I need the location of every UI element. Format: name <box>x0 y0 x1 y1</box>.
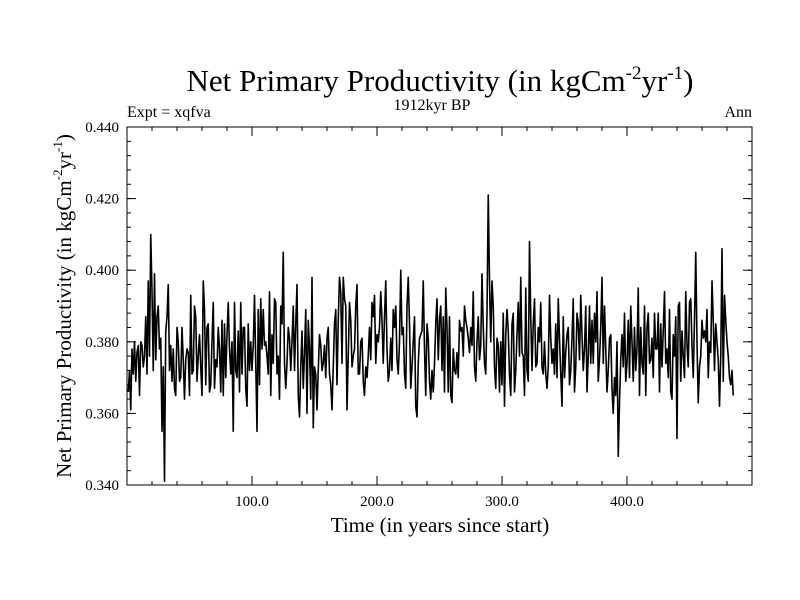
plot-frame <box>126 126 753 486</box>
experiment-label: Expt = xqfva <box>127 104 211 121</box>
y-tick-label: 0.420 <box>85 192 119 208</box>
title-end: ) <box>683 63 693 98</box>
chart-title: Net Primary Productivity (in kgCm-2yr-1) <box>187 63 694 98</box>
y-tick-label: 0.400 <box>85 263 119 279</box>
x-tick-label: 300.0 <box>485 494 519 510</box>
y-tick-label: 0.360 <box>85 406 119 422</box>
axis-ticks <box>127 126 752 486</box>
title-exp2: -1 <box>667 63 683 84</box>
y-axis-label: Net Primary Productivity (in kgCm-2yr-1) <box>50 134 76 478</box>
ylabel-end: ) <box>52 134 76 141</box>
x-axis-label: Time (in years since start) <box>331 513 550 537</box>
title-exp1: -2 <box>626 63 642 84</box>
ylabel-exp2: -1 <box>50 141 65 152</box>
ylabel-exp1: -2 <box>50 170 65 181</box>
y-tick-label: 0.380 <box>85 335 119 351</box>
ylabel-base: Net Primary Productivity (in kgCm <box>52 180 76 477</box>
x-tick-label: 100.0 <box>235 494 269 510</box>
title-mid: yr <box>641 63 668 98</box>
y-tick-label: 0.340 <box>85 478 119 494</box>
x-tick-labels: 100.0 200.0 300.0 400.0 <box>235 494 644 510</box>
x-tick-label: 400.0 <box>610 494 644 510</box>
x-tick-label: 200.0 <box>360 494 394 510</box>
ylabel-mid: yr <box>52 152 76 170</box>
npp-series-line <box>127 194 735 483</box>
season-label: Ann <box>724 104 752 121</box>
y-tick-label: 0.440 <box>85 120 119 136</box>
title-base: Net Primary Productivity (in kgCm <box>187 63 626 98</box>
y-tick-labels: 0.340 0.360 0.380 0.400 0.420 0.440 <box>85 120 119 494</box>
chart-subtitle: 1912kyr BP <box>394 97 471 114</box>
